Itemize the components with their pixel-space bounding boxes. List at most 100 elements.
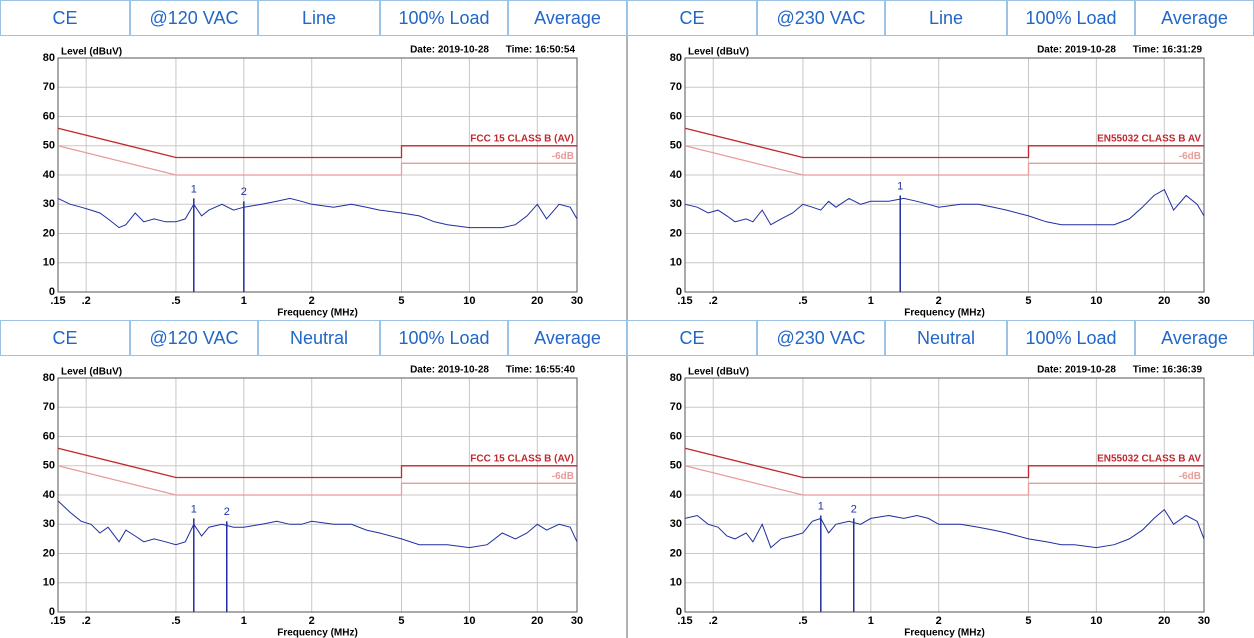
- x-tick-label: 2: [309, 615, 315, 627]
- x-axis-label: Frequency (MHz): [277, 628, 358, 638]
- x-tick-label: 1: [868, 615, 874, 627]
- limit-label: EN55032 CLASS B AV: [1097, 133, 1201, 144]
- y-tick-label: 60: [670, 430, 682, 442]
- header-text: Average: [534, 8, 601, 28]
- header-cell: [757, 0, 885, 36]
- y-axis-label: Level (dBuV): [688, 47, 749, 58]
- header-text: @120 VAC: [150, 8, 239, 28]
- limit-label: FCC 15 CLASS B (AV): [470, 133, 574, 144]
- x-tick-label: .5: [798, 295, 807, 307]
- y-tick-label: 0: [676, 286, 682, 298]
- header-cell: [130, 320, 258, 356]
- header-text: @120 VAC: [150, 328, 239, 348]
- series-line: [57, 127, 577, 159]
- y-tick-label: 70: [670, 81, 682, 93]
- y-tick-label: 10: [43, 577, 55, 589]
- x-tick-label: 30: [1198, 615, 1210, 627]
- series-line: [684, 145, 1204, 176]
- header-cell: [0, 0, 130, 36]
- time: Time: 16:31:29: [1133, 45, 1203, 56]
- date: Date: 2019-10-28: [1037, 365, 1116, 376]
- y-tick-label: 60: [43, 430, 55, 442]
- x-tick-label: .2: [82, 615, 91, 627]
- y-tick-label: 50: [670, 460, 682, 472]
- header-cell: [130, 0, 258, 36]
- x-tick-label: 5: [398, 295, 404, 307]
- y-tick-label: 80: [43, 52, 55, 64]
- header-text: Average: [1161, 8, 1228, 28]
- series-line: [57, 145, 577, 176]
- x-tick-label: .2: [709, 295, 718, 307]
- header-cell: [1135, 320, 1254, 356]
- marker-label: 1: [818, 500, 824, 512]
- y-tick-label: 30: [43, 198, 55, 210]
- limit-label: EN55032 CLASS B AV: [1097, 453, 1201, 464]
- y-tick-label: 60: [670, 110, 682, 122]
- x-tick-label: 5: [398, 615, 404, 627]
- limit-label: -6dB: [1179, 471, 1201, 482]
- x-tick-label: .15: [677, 615, 692, 627]
- header-cell: [757, 320, 885, 356]
- header-text: @230 VAC: [777, 8, 866, 28]
- x-tick-label: 30: [571, 615, 583, 627]
- x-tick-label: 10: [463, 615, 475, 627]
- x-tick-label: 10: [1090, 615, 1102, 627]
- header-cell: [627, 0, 757, 36]
- limit-label: -6dB: [552, 151, 574, 162]
- series-line: [57, 197, 578, 229]
- header-text: Neutral: [290, 328, 348, 348]
- series-line: [57, 447, 577, 479]
- y-tick-label: 30: [670, 518, 682, 530]
- header-text: Average: [1161, 328, 1228, 348]
- plot-frame: [684, 57, 1205, 293]
- y-tick-label: 30: [670, 198, 682, 210]
- x-axis-label: Frequency (MHz): [904, 628, 985, 638]
- y-tick-label: 80: [43, 372, 55, 384]
- header-cell: [380, 0, 508, 36]
- x-tick-label: 5: [1025, 615, 1031, 627]
- y-tick-label: 60: [43, 110, 55, 122]
- x-tick-label: 1: [868, 295, 874, 307]
- header-cell: [0, 320, 130, 356]
- series-line: [684, 465, 1204, 496]
- x-tick-label: 10: [1090, 295, 1102, 307]
- x-tick-label: .15: [677, 295, 692, 307]
- y-axis-label: Level (dBuV): [688, 367, 749, 378]
- header-cell: [885, 320, 1007, 356]
- header-text: CE: [52, 8, 77, 28]
- header-text: Line: [302, 8, 336, 28]
- header-cell: [1007, 0, 1135, 36]
- marker-label: 1: [191, 183, 197, 195]
- y-tick-label: 10: [43, 257, 55, 269]
- time: Time: 16:50:54: [506, 45, 576, 56]
- y-tick-label: 70: [43, 401, 55, 413]
- y-axis-label: Level (dBuV): [61, 47, 122, 58]
- date: Date: 2019-10-28: [410, 365, 489, 376]
- x-tick-label: .5: [798, 615, 807, 627]
- header-cell: [1007, 320, 1135, 356]
- y-tick-label: 50: [670, 140, 682, 152]
- header-text: 100% Load: [398, 8, 489, 28]
- y-tick-label: 70: [670, 401, 682, 413]
- y-tick-label: 40: [43, 489, 55, 501]
- x-tick-label: .15: [50, 615, 65, 627]
- x-tick-label: .5: [171, 295, 180, 307]
- series-line: [57, 500, 578, 549]
- header-cell: [1135, 0, 1254, 36]
- date: Date: 2019-10-28: [1037, 45, 1116, 56]
- marker-label: 1: [897, 180, 903, 192]
- marker-label: 1: [191, 503, 197, 515]
- x-tick-label: 2: [936, 615, 942, 627]
- y-tick-label: 20: [43, 227, 55, 239]
- header-text: Average: [534, 328, 601, 348]
- y-tick-label: 0: [49, 606, 55, 618]
- y-tick-label: 80: [670, 52, 682, 64]
- series-line: [57, 465, 577, 496]
- header-text: 100% Load: [1025, 328, 1116, 348]
- date: Date: 2019-10-28: [410, 45, 489, 56]
- y-tick-label: 40: [670, 489, 682, 501]
- x-tick-label: 20: [1158, 615, 1170, 627]
- x-tick-label: .2: [709, 615, 718, 627]
- y-tick-label: 10: [670, 577, 682, 589]
- series-line: [684, 127, 1204, 159]
